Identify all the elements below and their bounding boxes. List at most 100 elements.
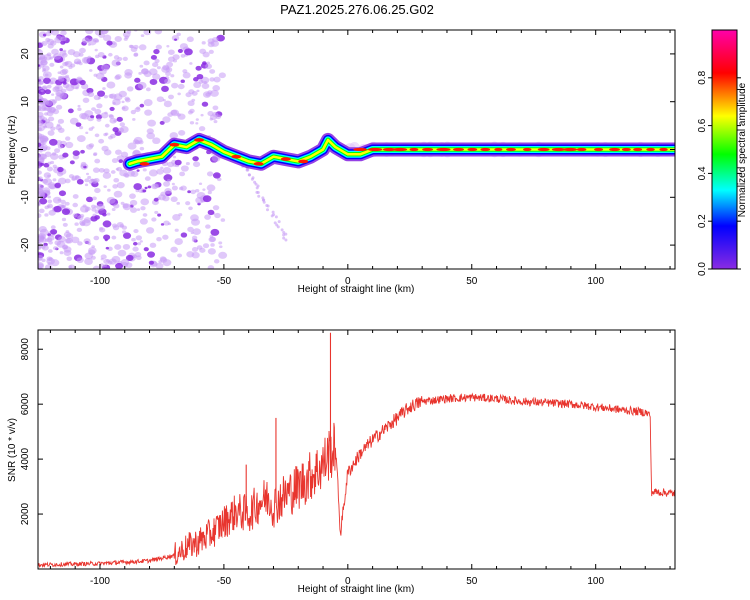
colorbar-tick-label: 0.2 (697, 214, 708, 228)
spectrogram-noise-blob (94, 48, 98, 52)
spectrogram-noise-blob (162, 166, 172, 174)
snr-x-tick-label: -100 (90, 576, 110, 587)
spectrogram-noise-blob (85, 30, 94, 35)
spectrogram-noise-blob (200, 113, 204, 117)
spectrogram-noise-blob (44, 205, 50, 210)
spectrogram-noise-blob (209, 234, 214, 238)
spectrogram-noise-blob (140, 198, 150, 206)
spectrogram-noise-blob (84, 178, 90, 183)
spectrogram-noise-blob (164, 187, 172, 194)
spectrogram-noise-blob (56, 123, 61, 127)
spectrogram-noise-blob (202, 195, 212, 203)
spectrogram-noise-blob (49, 56, 54, 60)
spectrogram-noise-blob (91, 204, 96, 209)
spectrogram-noise-blob (96, 203, 105, 211)
spectrogram-noise-blob (87, 91, 95, 97)
spectrogram-noise-blob (41, 245, 49, 251)
spectrogram-noise-blob (72, 150, 80, 156)
spectrogram-noise-blob (130, 170, 139, 178)
spectrogram-noise-blob (116, 116, 123, 122)
spectrogram-noise-blob (179, 43, 188, 50)
snr-plot-area (38, 330, 675, 569)
spectrogram-noise-blob (57, 71, 61, 75)
spectrogram-noise-blob (210, 228, 220, 236)
spectrogram-noise-blob (176, 201, 181, 205)
spectrogram-hot-spot (280, 157, 291, 161)
spectrogram-noise-blob (112, 127, 119, 133)
spectrogram-noise-blob (42, 187, 51, 194)
spectrogram-noise-blob (102, 212, 107, 217)
spectrogram-noise-blob (142, 168, 147, 172)
spectrogram-noise-blob (112, 42, 116, 45)
spectrogram-noise-blob (38, 226, 47, 233)
spectrogram-noise-blob (112, 98, 121, 106)
spectrogram-noise-blob (124, 72, 133, 79)
spectrogram-noise-blob (66, 256, 73, 261)
spectrogram-hot-spot (621, 147, 631, 152)
spectrogram-noise-blob (166, 45, 170, 48)
spectrogram-noise-blob (40, 162, 45, 166)
spectrogram-noise-blob (202, 91, 212, 98)
spectrogram-noise-blob (39, 234, 46, 240)
spectrogram-noise-blob (54, 148, 61, 154)
spectrogram-noise-blob (109, 106, 115, 112)
spectrogram-noise-blob (58, 190, 67, 197)
spectrogram-noise-blob (167, 49, 175, 55)
snr-marks (38, 332, 675, 568)
spectrogram-noise-blob (190, 189, 197, 195)
spectrogram-noise-blob (94, 187, 101, 194)
spectrogram-noise-blob (55, 35, 63, 41)
spectrogram-noise-blob (177, 83, 185, 90)
figure-title: PAZ1.2025.276.06.25.G02 (280, 2, 434, 17)
spectrogram-noise-blob (46, 166, 53, 172)
colorbar-tick-label: 0.8 (697, 70, 708, 84)
spectrogram-noise-blob (174, 38, 178, 41)
spectrogram-noise-blob (145, 227, 155, 234)
snr-y-tick-label: 8000 (20, 338, 31, 361)
spectrogram-noise-blob (202, 61, 207, 65)
spectrogram-noise-blob (187, 100, 195, 107)
spectrogram-noise-blob (126, 30, 132, 34)
spectrogram-hot-spot (169, 142, 180, 147)
spectrogram-noise-blob (129, 207, 138, 213)
spectrogram-trail-blob (256, 190, 260, 194)
spectrogram-trail-blob (272, 213, 276, 217)
spectrogram-trail-blob (282, 236, 286, 240)
spectrogram-noise-blob (69, 117, 79, 125)
spectrogram-noise-blob (137, 242, 142, 246)
snr-x-tick-label: 0 (345, 576, 351, 587)
spectrogram-noise-blob (123, 37, 128, 41)
spectrogram-noise-blob (96, 103, 103, 109)
spectrogram-noise-blob (119, 122, 126, 127)
spectrogram-noise-blob (53, 205, 62, 213)
spectrogram-noise-blob (204, 214, 212, 220)
spectrogram-noise-blob (154, 210, 159, 215)
spectrogram-noise-blob (112, 225, 120, 231)
spectrogram-noise-blob (114, 75, 121, 80)
spectrogram-noise-blob (122, 232, 132, 239)
spectrogram-noise-blob (85, 131, 89, 135)
spectrogram-noise-blob (92, 265, 101, 269)
spectrogram-noise-blob (79, 220, 86, 226)
spectrogram-noise-blob (97, 51, 105, 58)
spectrogram-noise-blob (108, 114, 113, 118)
spectrogram-noise-blob (136, 208, 141, 211)
spectrogram-noise-blob (177, 92, 181, 96)
spectrogram-noise-blob (195, 122, 199, 125)
colorbar: 0.0 0.2 0.4 0.6 0.8 Normalized spectral ampl… (697, 29, 748, 276)
spectrogram-noise-blob (124, 174, 130, 178)
spectrogram-hot-spot (537, 147, 550, 152)
spectrogram-noise-blob (201, 82, 210, 90)
spectrogram-noise-blob (58, 76, 65, 82)
spectrogram-noise-blob (47, 235, 55, 241)
spectrogram-noise-blob (211, 155, 221, 162)
spectrogram-noise-blob (52, 108, 60, 115)
spectrogram-noise-blob (61, 208, 71, 215)
spectrogram-noise-blob (44, 151, 52, 158)
spectrogram-hot-spot (139, 162, 150, 166)
spectrogram-noise-blob (91, 178, 98, 184)
spectrogram-noise-blob (78, 52, 84, 57)
spectrogram-noise-blob (212, 205, 220, 211)
